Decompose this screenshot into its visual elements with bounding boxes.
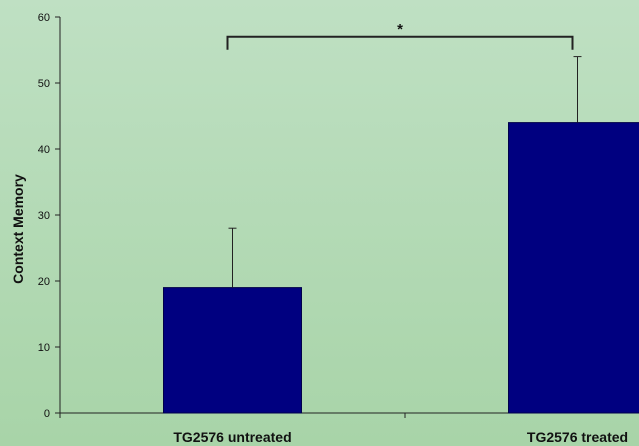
y-tick-label: 0 (44, 408, 50, 420)
y-tick-label: 30 (38, 210, 50, 222)
y-tick-label: 10 (38, 342, 50, 354)
y-tick-label: 60 (38, 12, 50, 24)
x-axis (59, 412, 639, 418)
x-category-label-1: TG2576 untreated (173, 429, 291, 445)
bar-2 (508, 122, 639, 414)
significance-label: * (397, 21, 403, 38)
y-axis: 0 10 20 30 40 50 60 (38, 12, 61, 420)
significance-bracket (226, 35, 574, 50)
y-tick-label: 50 (38, 78, 50, 90)
y-tick-label: 20 (38, 276, 50, 288)
bars-group (163, 122, 639, 414)
y-axis-title: Context Memory (10, 174, 26, 284)
error-bars-group (228, 56, 582, 288)
significance-bracket-group: * (226, 21, 574, 50)
bar-1 (163, 287, 302, 414)
y-tick-label: 40 (38, 144, 50, 156)
labels-group: TG2576 untreated TG2576 treated (173, 429, 628, 445)
x-category-label-2: TG2576 treated (527, 429, 628, 445)
